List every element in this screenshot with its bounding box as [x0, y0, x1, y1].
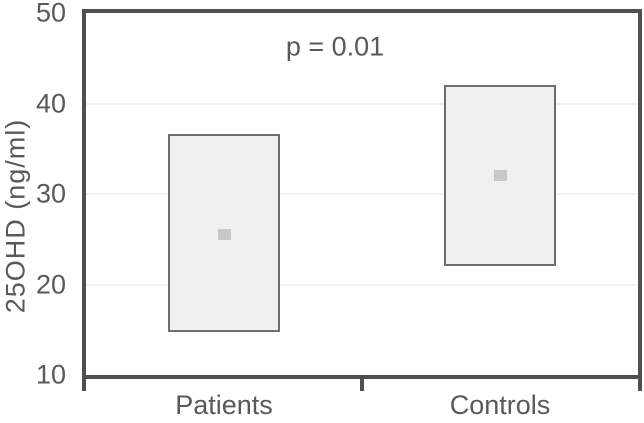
y-tick-label-50: 50 [35, 0, 66, 28]
x-category-label-controls: Controls [449, 390, 551, 420]
y-tick-label-10: 10 [35, 359, 66, 390]
gridline-20 [86, 283, 638, 286]
x-axis-tick-2 [638, 377, 642, 391]
gridline-40 [86, 102, 638, 105]
y-tick-label-40: 40 [35, 88, 66, 118]
mean-marker-patients [217, 229, 231, 241]
plot-area: p = 0.01 [82, 9, 642, 379]
y-tick-label-30: 30 [35, 178, 66, 209]
x-category-label-patients: Patients [175, 390, 273, 420]
y-tick-label-20: 20 [35, 269, 66, 299]
x-axis-tick-0 [82, 377, 86, 391]
x-axis-tick-1 [360, 377, 364, 391]
p-value-annotation: p = 0.01 [285, 31, 385, 62]
mean-marker-controls [493, 170, 507, 182]
gridline-30 [86, 193, 638, 195]
